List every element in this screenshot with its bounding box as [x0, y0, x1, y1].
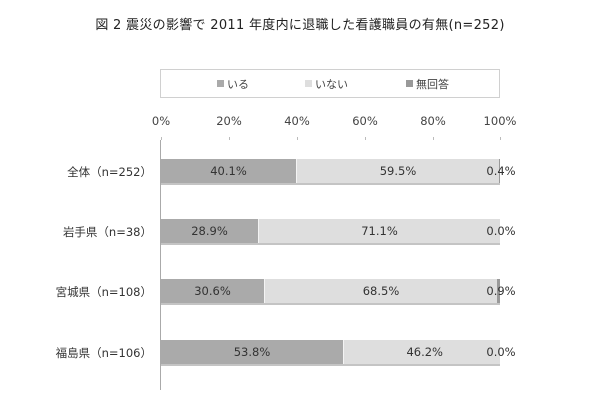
legend: いる いない 無回答: [160, 69, 500, 98]
x-tick-label: 0%: [151, 114, 171, 128]
bar-shadow: [161, 243, 500, 245]
row-label: 岩手県（n=38）: [62, 225, 152, 239]
bar-segment-mukaito: [497, 279, 500, 303]
chart-title: 図 2 震災の影響で 2011 年度内に退職した看護職員の有無(n=252): [95, 18, 505, 33]
legend-label: いない: [315, 77, 348, 91]
tick-mark: [500, 137, 501, 140]
value-label-mukaito: 0.9%: [486, 284, 516, 298]
x-tick-label: 60%: [352, 114, 378, 128]
bar-shadow: [161, 303, 500, 305]
value-label-mukaito: 0.0%: [486, 224, 516, 238]
legend-label: 無回答: [416, 77, 449, 91]
legend-item-inai: いない: [305, 76, 348, 92]
tick-mark: [161, 137, 162, 140]
row-label: 宮城県（n=108）: [55, 285, 152, 299]
bar-shadow: [161, 364, 500, 366]
bar-segment-inai: 59.5%: [297, 159, 499, 183]
legend-item-iru: いる: [217, 76, 249, 92]
bar-segment-iru: 40.1%: [161, 159, 297, 183]
bar-segment-iru: 28.9%: [161, 219, 259, 243]
x-tick-label: 100%: [483, 114, 517, 128]
bar-segment-inai: 46.2%: [344, 340, 500, 364]
y-axis-line: [160, 140, 161, 390]
x-tick-label: 40%: [284, 114, 310, 128]
bar-segment-mukaito: [499, 159, 500, 183]
x-tick-label: 80%: [420, 114, 446, 128]
tick-mark: [365, 137, 366, 140]
bar-row-fukushima: 53.8% 46.2%: [161, 340, 500, 364]
legend-label: いる: [227, 77, 249, 91]
x-tick-label: 20%: [216, 114, 242, 128]
bar-segment-inai: 68.5%: [265, 279, 497, 303]
tick-mark: [297, 137, 298, 140]
value-label-mukaito: 0.0%: [486, 345, 516, 359]
row-label: 福島県（n=106）: [55, 346, 152, 360]
legend-swatch-iru: [217, 80, 224, 87]
legend-item-mukaito: 無回答: [406, 76, 449, 92]
bar-shadow: [161, 183, 500, 185]
bar-segment-iru: 53.8%: [161, 340, 344, 364]
bar-segment-inai: 71.1%: [259, 219, 500, 243]
tick-mark: [229, 137, 230, 140]
tick-mark: [433, 137, 434, 140]
bar-row-zentai: 40.1% 59.5%: [161, 159, 500, 183]
legend-swatch-inai: [305, 80, 312, 87]
value-label-mukaito: 0.4%: [486, 164, 516, 178]
legend-swatch-mukaito: [406, 80, 413, 87]
row-label: 全体（n=252）: [67, 165, 152, 179]
bar-row-iwate: 28.9% 71.1%: [161, 219, 500, 243]
bar-row-miyagi: 30.6% 68.5%: [161, 279, 500, 303]
bar-segment-iru: 30.6%: [161, 279, 265, 303]
